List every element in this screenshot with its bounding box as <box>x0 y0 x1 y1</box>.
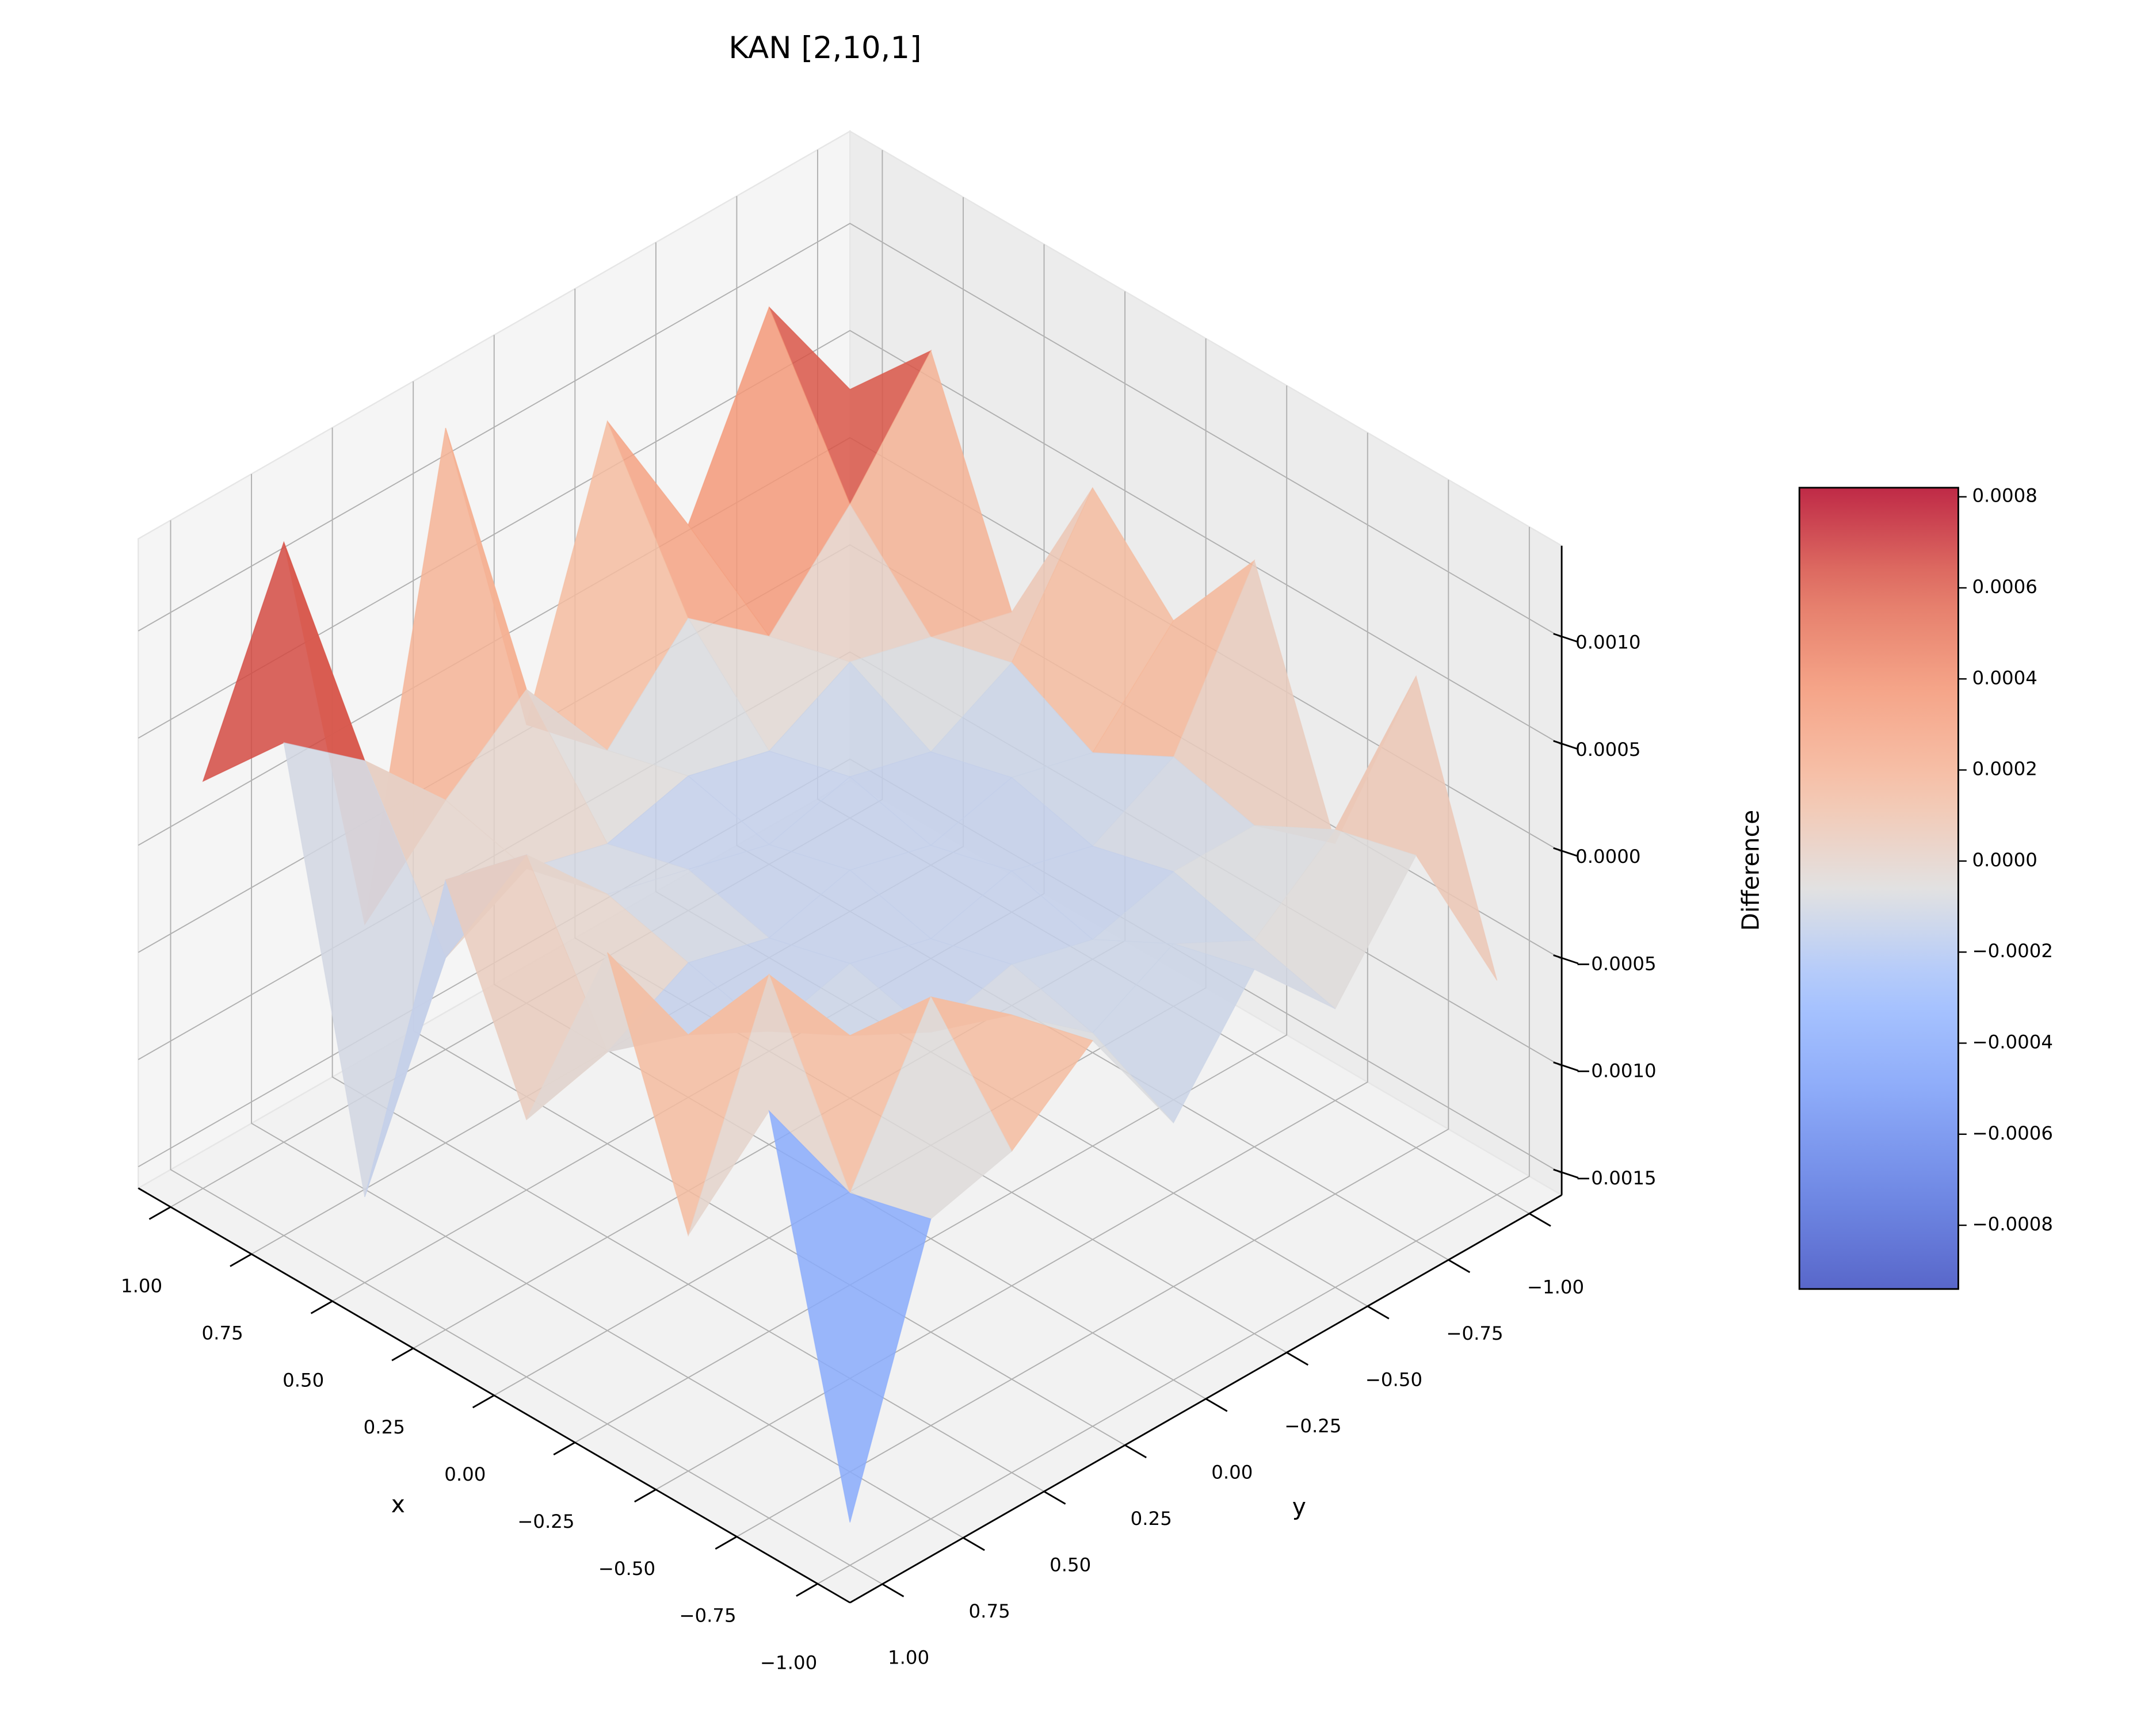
colorbar-tick-label: 0.0006 <box>1972 576 2037 598</box>
colorbar-tick-label: 0.0008 <box>1972 485 2037 507</box>
x-tick <box>148 1206 171 1220</box>
z-tick <box>1553 740 1579 750</box>
y-tick <box>1286 1352 1309 1366</box>
y-grid-line <box>170 520 883 1585</box>
y-tick <box>1367 1305 1390 1320</box>
colorbar-tick-label: −0.0006 <box>1972 1122 2053 1144</box>
colorbar-tick-label: −0.0002 <box>1972 940 2053 962</box>
y-tick-label: 1.00 <box>888 1647 929 1669</box>
colorbar <box>1798 487 1959 1290</box>
colorbar-tick-label: −0.0008 <box>1972 1213 2053 1235</box>
z-tick-label: −0.0015 <box>1575 1167 1657 1189</box>
y-axis-label: y <box>1292 1493 1306 1521</box>
y-tick-label: 0.25 <box>1131 1508 1172 1530</box>
colorbar-tick-label: 0.0002 <box>1972 758 2037 780</box>
z-grid-line <box>138 223 1562 639</box>
x-tick <box>230 1253 252 1267</box>
x-tick <box>715 1536 738 1550</box>
z-tick <box>1553 1168 1579 1179</box>
y-tick <box>1529 1213 1551 1227</box>
x-tick-label: 0.00 <box>444 1463 486 1485</box>
z-grid-line <box>138 330 1562 746</box>
z-tick <box>1553 633 1579 643</box>
y-tick-label: −0.75 <box>1446 1322 1503 1344</box>
x-tick <box>796 1583 818 1597</box>
z-tick-label: 0.0005 <box>1575 739 1640 760</box>
y-tick <box>1448 1259 1471 1274</box>
x-axis-label: x <box>391 1490 405 1518</box>
y-tick-label: 0.00 <box>1211 1461 1253 1483</box>
x-grid-line <box>817 526 1530 1585</box>
x-tick <box>391 1347 414 1362</box>
x-tick <box>553 1442 576 1456</box>
x-tick-label: 1.00 <box>121 1275 162 1297</box>
y-grid-line <box>331 427 1045 1492</box>
x-tick <box>310 1300 333 1314</box>
z-tick-label: −0.0010 <box>1575 1060 1657 1082</box>
z-tick <box>1553 847 1579 858</box>
y-tick-label: −1.00 <box>1527 1276 1584 1298</box>
y-tick <box>1205 1398 1228 1412</box>
z-tick-label: 0.0010 <box>1575 632 1640 653</box>
y-tick <box>882 1583 905 1597</box>
x-grid-line <box>736 480 1449 1538</box>
x-tick <box>634 1489 657 1503</box>
z-tick <box>1553 954 1579 965</box>
z-tick-label: 0.0000 <box>1575 846 1640 867</box>
colorbar-tick-label: 0.0004 <box>1972 667 2037 689</box>
colorbar-tick-label: −0.0004 <box>1972 1031 2053 1053</box>
y-tick-label: 0.50 <box>1050 1554 1091 1576</box>
x-tick-label: −0.25 <box>517 1511 574 1532</box>
z-tick <box>1553 1061 1579 1072</box>
x-tick-label: −0.50 <box>598 1558 655 1580</box>
y-tick <box>1043 1490 1066 1505</box>
y-tick-label: −0.25 <box>1284 1415 1341 1437</box>
y-tick-label: 0.75 <box>969 1600 1010 1622</box>
x-tick-label: −1.00 <box>760 1652 817 1674</box>
x-tick <box>472 1394 495 1409</box>
z-axis-label: Difference <box>1737 810 1765 931</box>
x-tick-label: 0.25 <box>364 1416 405 1438</box>
y-tick-label: −0.50 <box>1365 1368 1422 1390</box>
chart-title: KAN [2,10,1] <box>728 30 921 66</box>
y-tick <box>1124 1444 1147 1459</box>
z-tick-label: −0.0005 <box>1575 953 1657 974</box>
y-tick <box>963 1537 985 1551</box>
colorbar-tick-label: 0.0000 <box>1972 849 2037 871</box>
x-tick-label: −0.75 <box>679 1605 736 1627</box>
surface-patch <box>768 1110 932 1523</box>
x-tick-label: 0.75 <box>202 1322 243 1344</box>
x-tick-label: 0.50 <box>283 1369 324 1391</box>
